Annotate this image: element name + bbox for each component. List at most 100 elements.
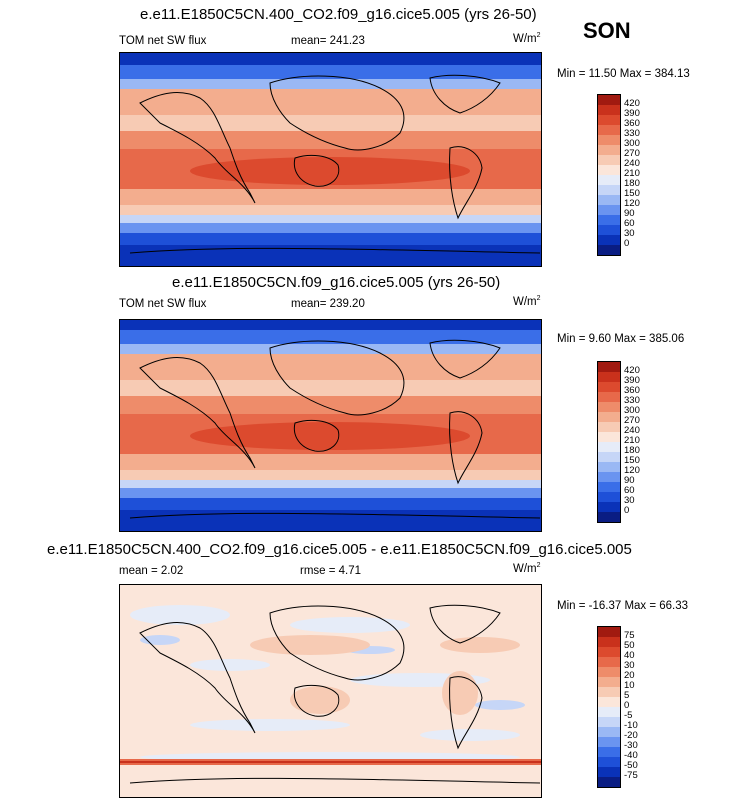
colorbar-segment	[598, 777, 620, 787]
colorbar-label: 150	[624, 455, 640, 466]
colorbar-label: 50	[624, 640, 635, 651]
colorbar-segment	[598, 215, 620, 225]
colorbar-label: 90	[624, 475, 635, 486]
colorbar-label: 270	[624, 415, 640, 426]
colorbar-label: 60	[624, 485, 635, 496]
colorbar-label: 180	[624, 178, 640, 189]
panel-2-mean-label: mean= 239.20	[291, 298, 365, 310]
panel-3-colorbar	[597, 626, 621, 788]
colorbar-segment	[598, 667, 620, 677]
colorbar-segment	[598, 402, 620, 412]
panel-2-map-field	[120, 320, 541, 531]
colorbar-label: -5	[624, 710, 633, 721]
colorbar-segment	[598, 372, 620, 382]
panel-2-variable-label: TOM net SW flux	[119, 298, 207, 310]
panel-3-mean-label: mean = 2.02	[119, 565, 184, 577]
colorbar-segment	[598, 757, 620, 767]
colorbar-segment	[598, 362, 620, 372]
colorbar-segment	[598, 135, 620, 145]
panel-3-minmax: Min = -16.37 Max = 66.33	[557, 600, 689, 612]
colorbar-label: 75	[624, 630, 635, 641]
panel-2-colorbar	[597, 361, 621, 523]
colorbar-label: 40	[624, 650, 635, 661]
colorbar-label: 30	[624, 228, 635, 239]
colorbar-segment	[598, 392, 620, 402]
colorbar-segment	[598, 627, 620, 637]
colorbar-segment	[598, 747, 620, 757]
colorbar-segment	[598, 502, 620, 512]
colorbar-label: 90	[624, 208, 635, 219]
season-label: SON	[583, 18, 631, 43]
panel-2-units: W/m2	[513, 295, 541, 308]
colorbar-segment	[598, 687, 620, 697]
colorbar-label: -20	[624, 730, 638, 741]
colorbar-segment	[598, 155, 620, 165]
colorbar-segment	[598, 647, 620, 657]
panel-1-colorbar	[597, 94, 621, 256]
colorbar-segment	[598, 195, 620, 205]
colorbar-segment	[598, 442, 620, 452]
panel-3-colorbar-labels: 75 50 40 30 20 10 5 0 -5 -10 -20 -30 -40…	[624, 626, 664, 786]
colorbar-label: -10	[624, 720, 638, 731]
colorbar-label: 30	[624, 495, 635, 506]
panel-1-colorbar-labels: 420 390 360 330 300 270 240 210 180 150 …	[624, 94, 664, 254]
colorbar-label: 180	[624, 445, 640, 456]
colorbar-segment	[598, 482, 620, 492]
colorbar-label: 390	[624, 375, 640, 386]
panel-3-map	[119, 584, 542, 798]
colorbar-label: 300	[624, 138, 640, 149]
colorbar-segment	[598, 185, 620, 195]
colorbar-segment	[598, 657, 620, 667]
colorbar-label: 420	[624, 98, 640, 109]
colorbar-segment	[598, 105, 620, 115]
colorbar-label: 60	[624, 218, 635, 229]
panel-1-units: W/m2	[513, 32, 541, 45]
colorbar-segment	[598, 125, 620, 135]
colorbar-segment	[598, 737, 620, 747]
colorbar-segment	[598, 697, 620, 707]
colorbar-segment	[598, 707, 620, 717]
colorbar-label: 420	[624, 365, 640, 376]
colorbar-label: 150	[624, 188, 640, 199]
panel-2-title: e.e11.E1850C5CN.f09_g16.cice5.005 (yrs 2…	[172, 274, 501, 291]
colorbar-label: 330	[624, 395, 640, 406]
colorbar-label: 10	[624, 680, 635, 691]
colorbar-segment	[598, 422, 620, 432]
panel-3-title: e.e11.E1850C5CN.400_CO2.f09_g16.cice5.00…	[47, 541, 632, 558]
colorbar-segment	[598, 492, 620, 502]
colorbar-segment	[598, 767, 620, 777]
colorbar-label: 270	[624, 148, 640, 159]
panel-1-title: e.e11.E1850C5CN.400_CO2.f09_g16.cice5.00…	[140, 6, 537, 23]
panel-1-mean-label: mean= 241.23	[291, 35, 365, 47]
colorbar-segment	[598, 677, 620, 687]
colorbar-label: 390	[624, 108, 640, 119]
colorbar-label: 20	[624, 670, 635, 681]
colorbar-label: 210	[624, 435, 640, 446]
colorbar-segment	[598, 717, 620, 727]
colorbar-segment	[598, 165, 620, 175]
panel-1-map	[119, 52, 542, 267]
colorbar-label: 0	[624, 238, 630, 249]
panel-1-minmax: Min = 11.50 Max = 384.13	[557, 68, 690, 80]
colorbar-segment	[598, 115, 620, 125]
colorbar-label: 0	[624, 700, 630, 711]
colorbar-label: 360	[624, 118, 640, 129]
panel-2-colorbar-labels: 420 390 360 330 300 270 240 210 180 150 …	[624, 361, 664, 521]
colorbar-segment	[598, 512, 620, 522]
colorbar-label: 240	[624, 425, 640, 436]
colorbar-segment	[598, 452, 620, 462]
colorbar-segment	[598, 432, 620, 442]
colorbar-segment	[598, 727, 620, 737]
colorbar-segment	[598, 472, 620, 482]
colorbar-label: 300	[624, 405, 640, 416]
colorbar-label: 330	[624, 128, 640, 139]
colorbar-segment	[598, 382, 620, 392]
panel-3-units: W/m2	[513, 562, 541, 575]
colorbar-segment	[598, 245, 620, 255]
colorbar-label: 360	[624, 385, 640, 396]
panel-2-map	[119, 319, 542, 532]
colorbar-label: 120	[624, 465, 640, 476]
colorbar-label: 240	[624, 158, 640, 169]
colorbar-label: 5	[624, 690, 630, 701]
colorbar-label: 120	[624, 198, 640, 209]
